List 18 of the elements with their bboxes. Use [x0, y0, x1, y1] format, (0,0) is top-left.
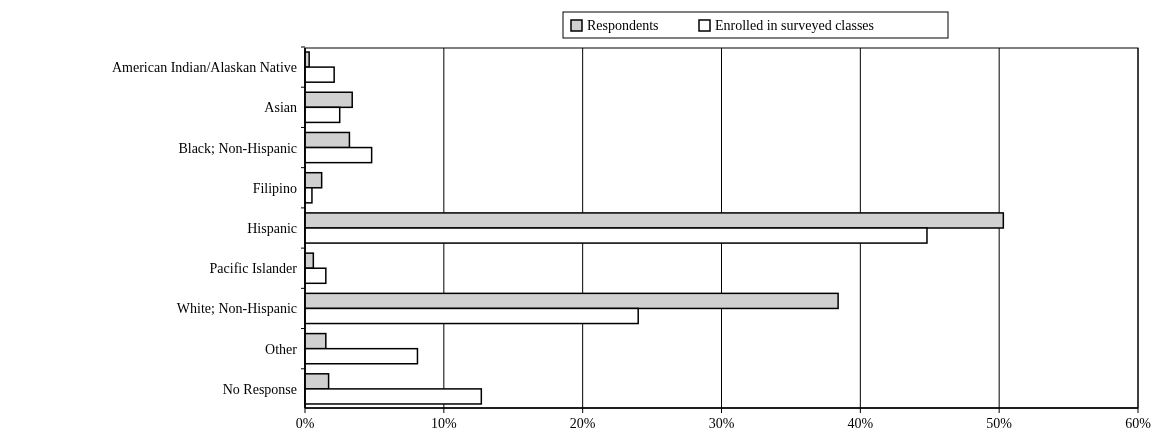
x-tick-label: 30% [708, 416, 735, 431]
y-tick-label: Hispanic [247, 221, 297, 236]
y-tick-label: Filipino [252, 180, 297, 196]
y-tick-label: Pacific Islander [209, 261, 298, 277]
y-tick-label: White; Non-Hispanic [176, 301, 297, 317]
y-tick-label: No Response [222, 381, 297, 397]
legend-label: Respondents [587, 18, 659, 33]
x-tick-label: 0% [295, 416, 315, 431]
legend-label: Enrolled in surveyed classes [715, 18, 875, 33]
y-tick-label: American Indian/Alaskan Native [111, 60, 297, 76]
x-tick-label: 40% [847, 416, 874, 431]
x-tick-label: 50% [986, 416, 1013, 431]
x-tick-label: 60% [1125, 416, 1152, 431]
y-tick-label: Other [265, 341, 298, 357]
x-tick-label: 20% [569, 416, 596, 431]
x-tick-label: 10% [431, 416, 457, 431]
y-tick-label: Asian [264, 100, 297, 116]
y-tick-label: Black; Non-Hispanic [178, 140, 297, 156]
